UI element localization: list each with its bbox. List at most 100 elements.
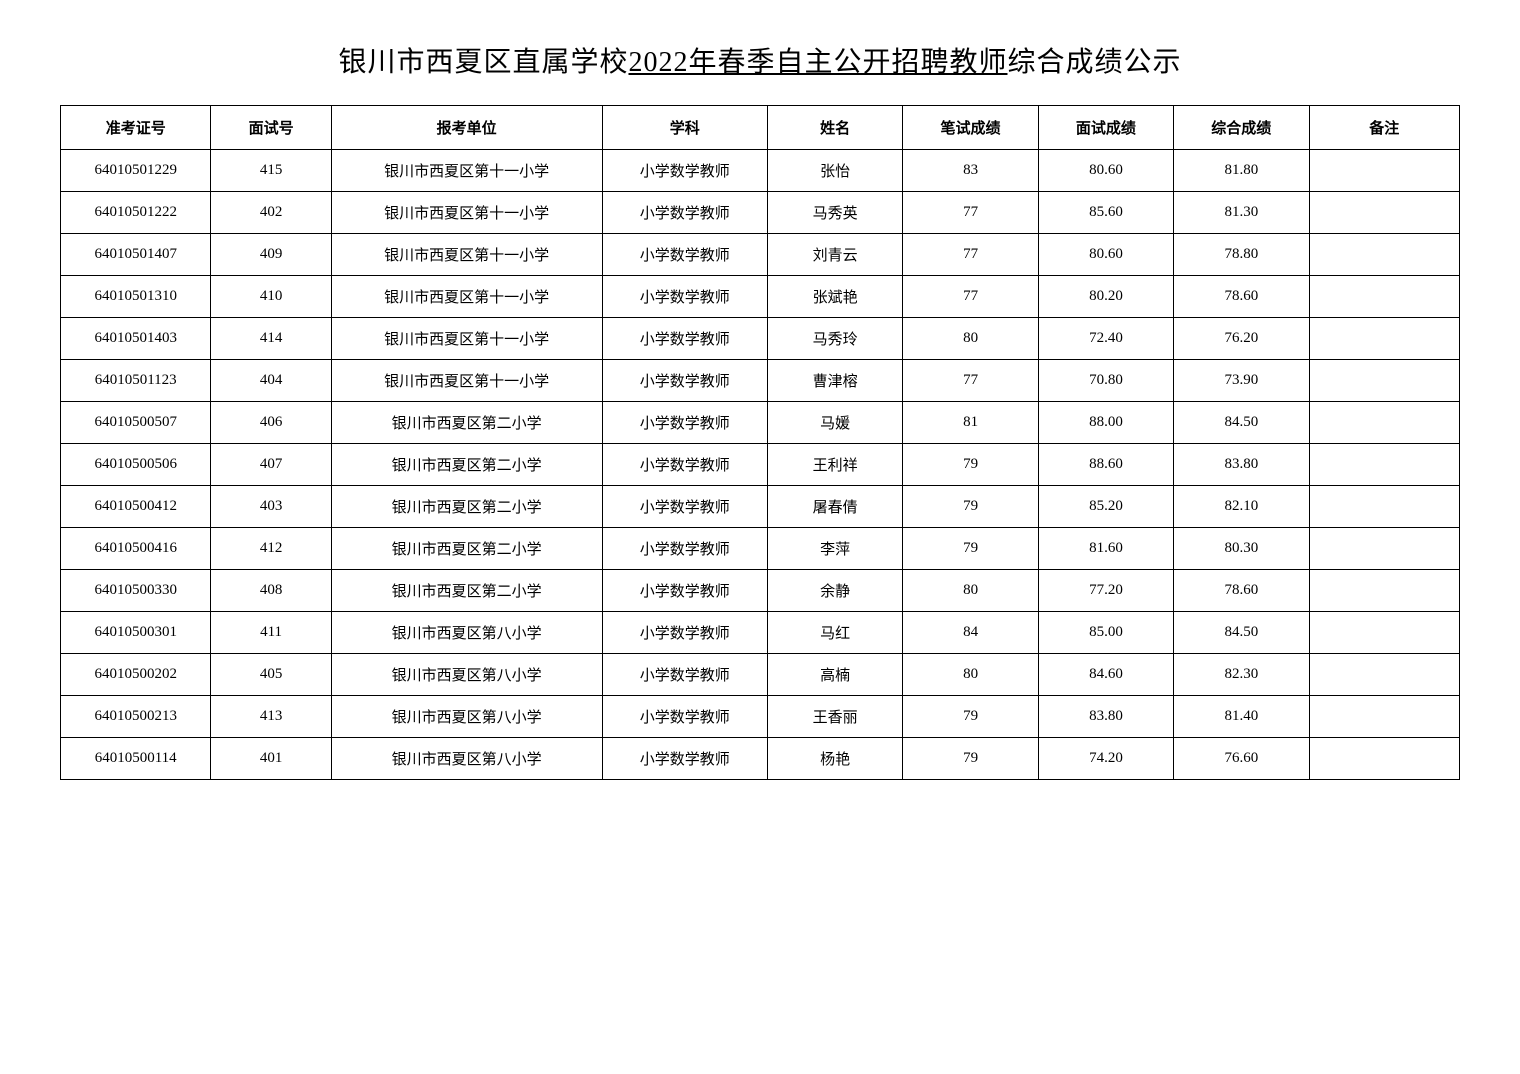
- cell-interview_no: 407: [211, 444, 331, 486]
- table-header: 准考证号 面试号 报考单位 学科 姓名 笔试成绩 面试成绩 综合成绩 备注: [61, 106, 1460, 150]
- cell-subject: 小学数学教师: [602, 612, 767, 654]
- cell-exam_id: 64010500416: [61, 528, 211, 570]
- table-row: 64010501229415银川市西夏区第十一小学小学数学教师张怡8380.60…: [61, 150, 1460, 192]
- cell-exam_id: 64010500213: [61, 696, 211, 738]
- cell-name: 马秀玲: [768, 318, 903, 360]
- header-interview-score: 面试成绩: [1038, 106, 1173, 150]
- cell-interview_score: 88.00: [1038, 402, 1173, 444]
- cell-written_score: 77: [903, 192, 1038, 234]
- cell-name: 王利祥: [768, 444, 903, 486]
- cell-name: 高楠: [768, 654, 903, 696]
- cell-written_score: 79: [903, 738, 1038, 780]
- cell-interview_no: 412: [211, 528, 331, 570]
- cell-total_score: 84.50: [1174, 612, 1309, 654]
- header-row: 准考证号 面试号 报考单位 学科 姓名 笔试成绩 面试成绩 综合成绩 备注: [61, 106, 1460, 150]
- cell-unit: 银川市西夏区第八小学: [331, 738, 602, 780]
- header-name: 姓名: [768, 106, 903, 150]
- cell-written_score: 79: [903, 528, 1038, 570]
- cell-unit: 银川市西夏区第二小学: [331, 486, 602, 528]
- cell-exam_id: 64010501222: [61, 192, 211, 234]
- cell-interview_score: 83.80: [1038, 696, 1173, 738]
- cell-interview_score: 81.60: [1038, 528, 1173, 570]
- cell-interview_no: 413: [211, 696, 331, 738]
- title-suffix: 综合成绩公示: [1008, 47, 1182, 78]
- cell-interview_score: 80.20: [1038, 276, 1173, 318]
- cell-interview_score: 85.20: [1038, 486, 1173, 528]
- cell-written_score: 77: [903, 360, 1038, 402]
- header-written-score: 笔试成绩: [903, 106, 1038, 150]
- cell-subject: 小学数学教师: [602, 192, 767, 234]
- results-table: 准考证号 面试号 报考单位 学科 姓名 笔试成绩 面试成绩 综合成绩 备注 64…: [60, 105, 1460, 780]
- cell-name: 王香丽: [768, 696, 903, 738]
- table-row: 64010500416412银川市西夏区第二小学小学数学教师李萍7981.608…: [61, 528, 1460, 570]
- cell-total_score: 78.60: [1174, 570, 1309, 612]
- cell-total_score: 84.50: [1174, 402, 1309, 444]
- table-body: 64010501229415银川市西夏区第十一小学小学数学教师张怡8380.60…: [61, 150, 1460, 780]
- cell-unit: 银川市西夏区第十一小学: [331, 318, 602, 360]
- cell-written_score: 79: [903, 696, 1038, 738]
- cell-interview_no: 415: [211, 150, 331, 192]
- cell-interview_no: 409: [211, 234, 331, 276]
- cell-remark: [1309, 444, 1460, 486]
- cell-name: 曹津榕: [768, 360, 903, 402]
- cell-total_score: 81.40: [1174, 696, 1309, 738]
- cell-interview_no: 405: [211, 654, 331, 696]
- cell-remark: [1309, 738, 1460, 780]
- cell-total_score: 76.20: [1174, 318, 1309, 360]
- cell-remark: [1309, 654, 1460, 696]
- cell-written_score: 77: [903, 276, 1038, 318]
- table-row: 64010500330408银川市西夏区第二小学小学数学教师余静8077.207…: [61, 570, 1460, 612]
- table-row: 64010500114401银川市西夏区第八小学小学数学教师杨艳7974.207…: [61, 738, 1460, 780]
- cell-name: 张斌艳: [768, 276, 903, 318]
- cell-interview_score: 84.60: [1038, 654, 1173, 696]
- table-row: 64010500412403银川市西夏区第二小学小学数学教师屠春倩7985.20…: [61, 486, 1460, 528]
- cell-exam_id: 64010500330: [61, 570, 211, 612]
- cell-interview_no: 401: [211, 738, 331, 780]
- cell-remark: [1309, 612, 1460, 654]
- cell-remark: [1309, 360, 1460, 402]
- cell-exam_id: 64010501403: [61, 318, 211, 360]
- cell-total_score: 81.80: [1174, 150, 1309, 192]
- cell-subject: 小学数学教师: [602, 276, 767, 318]
- cell-total_score: 78.60: [1174, 276, 1309, 318]
- cell-unit: 银川市西夏区第二小学: [331, 444, 602, 486]
- table-row: 64010501407409银川市西夏区第十一小学小学数学教师刘青云7780.6…: [61, 234, 1460, 276]
- cell-written_score: 80: [903, 570, 1038, 612]
- cell-interview_no: 410: [211, 276, 331, 318]
- cell-unit: 银川市西夏区第八小学: [331, 654, 602, 696]
- cell-unit: 银川市西夏区第十一小学: [331, 192, 602, 234]
- cell-remark: [1309, 234, 1460, 276]
- cell-unit: 银川市西夏区第八小学: [331, 696, 602, 738]
- cell-written_score: 80: [903, 318, 1038, 360]
- header-interview-no: 面试号: [211, 106, 331, 150]
- cell-total_score: 81.30: [1174, 192, 1309, 234]
- cell-remark: [1309, 402, 1460, 444]
- cell-total_score: 73.90: [1174, 360, 1309, 402]
- cell-interview_score: 72.40: [1038, 318, 1173, 360]
- title-underlined: 2022年春季自主公开招聘教师: [628, 47, 1007, 78]
- cell-remark: [1309, 318, 1460, 360]
- cell-exam_id: 64010500114: [61, 738, 211, 780]
- page-title: 银川市西夏区直属学校2022年春季自主公开招聘教师综合成绩公示: [60, 40, 1460, 80]
- table-row: 64010500506407银川市西夏区第二小学小学数学教师王利祥7988.60…: [61, 444, 1460, 486]
- cell-subject: 小学数学教师: [602, 360, 767, 402]
- cell-unit: 银川市西夏区第二小学: [331, 570, 602, 612]
- cell-subject: 小学数学教师: [602, 696, 767, 738]
- cell-unit: 银川市西夏区第十一小学: [331, 234, 602, 276]
- cell-subject: 小学数学教师: [602, 654, 767, 696]
- cell-written_score: 79: [903, 444, 1038, 486]
- cell-subject: 小学数学教师: [602, 234, 767, 276]
- cell-interview_no: 406: [211, 402, 331, 444]
- cell-remark: [1309, 276, 1460, 318]
- cell-subject: 小学数学教师: [602, 570, 767, 612]
- table-row: 64010500213413银川市西夏区第八小学小学数学教师王香丽7983.80…: [61, 696, 1460, 738]
- cell-unit: 银川市西夏区第二小学: [331, 402, 602, 444]
- cell-name: 刘青云: [768, 234, 903, 276]
- cell-remark: [1309, 486, 1460, 528]
- cell-exam_id: 64010501310: [61, 276, 211, 318]
- cell-exam_id: 64010500507: [61, 402, 211, 444]
- cell-interview_no: 414: [211, 318, 331, 360]
- cell-name: 余静: [768, 570, 903, 612]
- cell-total_score: 76.60: [1174, 738, 1309, 780]
- cell-interview_score: 80.60: [1038, 234, 1173, 276]
